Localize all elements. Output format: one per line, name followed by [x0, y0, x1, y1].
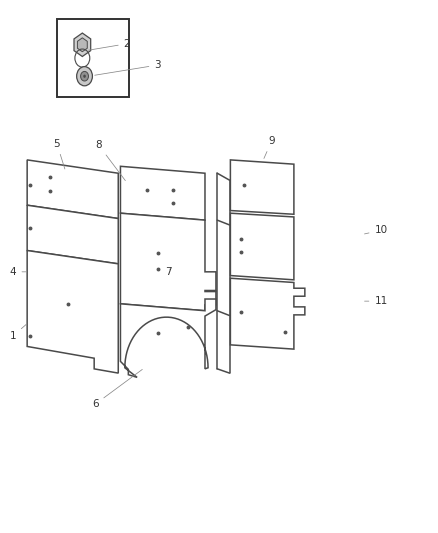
Text: 1: 1 [10, 324, 26, 341]
Text: 6: 6 [92, 369, 142, 409]
Circle shape [83, 75, 86, 78]
Circle shape [77, 67, 92, 86]
Text: 7: 7 [165, 267, 172, 277]
Text: 5: 5 [53, 139, 65, 169]
Circle shape [81, 71, 88, 81]
Polygon shape [230, 160, 294, 214]
Polygon shape [78, 38, 87, 52]
Polygon shape [74, 33, 91, 56]
Text: 2: 2 [88, 39, 131, 50]
Polygon shape [27, 160, 118, 219]
Text: 10: 10 [364, 225, 388, 235]
Polygon shape [120, 166, 205, 220]
Text: 3: 3 [95, 60, 161, 75]
Text: 4: 4 [10, 267, 26, 277]
Polygon shape [230, 213, 294, 280]
Polygon shape [120, 213, 216, 311]
Text: 9: 9 [264, 136, 275, 158]
Polygon shape [230, 278, 305, 349]
Polygon shape [120, 299, 216, 377]
Polygon shape [27, 205, 118, 264]
Text: 11: 11 [364, 296, 388, 306]
Text: 8: 8 [95, 140, 125, 181]
Polygon shape [27, 251, 118, 373]
Bar [57, 19, 129, 97]
